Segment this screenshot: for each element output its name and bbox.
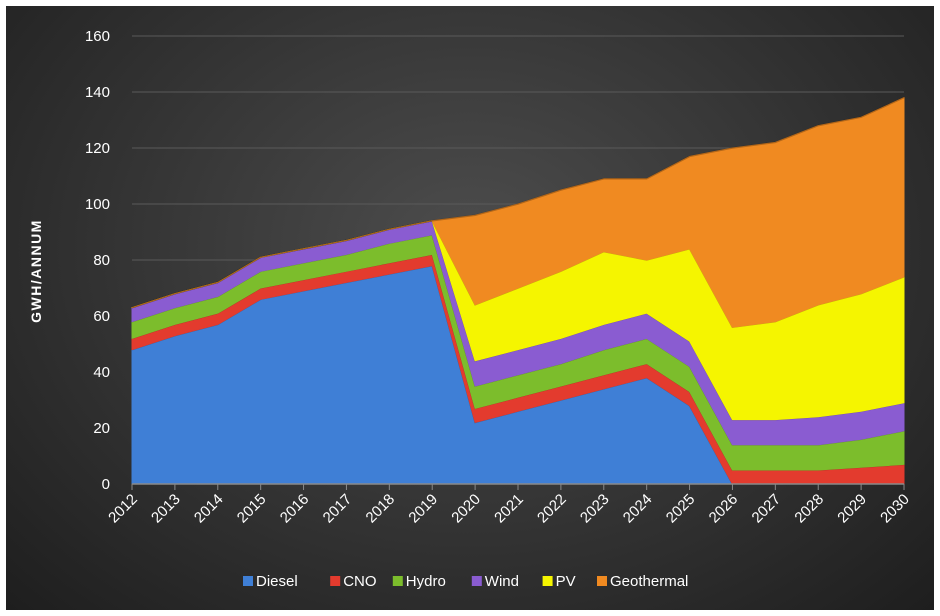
legend-label-hydro: Hydro	[406, 573, 446, 590]
x-tick-label: 2030	[877, 491, 913, 527]
area-layer	[131, 96, 905, 485]
chart-frame: 0 20 40 60 80 100 120 140 160 2012 2013 2014 2015 201…	[6, 6, 934, 610]
x-tick-label: 2015	[234, 491, 270, 527]
legend-label-geothermal: Geothermal	[610, 573, 688, 590]
legend-swatch-geothermal	[597, 576, 607, 586]
x-tick-label: 2014	[191, 491, 227, 527]
series-area-geothermal	[131, 97, 905, 328]
legend: Diesel CNO Hydro Wind PV Geothermal	[243, 573, 688, 590]
x-tick-label: 2028	[791, 491, 827, 527]
legend-swatch-pv	[542, 576, 553, 586]
legend-label-pv: PV	[556, 573, 576, 590]
x-tick-label: 2024	[620, 491, 656, 527]
y-tick-label: 140	[85, 84, 110, 101]
x-tick-label: 2019	[405, 491, 441, 527]
y-tick-label: 60	[93, 308, 110, 325]
y-tick-label: 160	[85, 28, 110, 45]
x-tick-label: 2025	[663, 491, 699, 527]
legend-swatch-wind	[471, 576, 482, 586]
x-tick-label: 2017	[320, 491, 356, 527]
x-tick-label: 2018	[363, 491, 399, 527]
x-tick-label: 2013	[148, 491, 184, 527]
x-tick-label: 2023	[577, 491, 613, 527]
y-tick-label: 80	[93, 252, 110, 269]
x-tick-label: 2022	[534, 491, 570, 527]
y-tick-label: 0	[102, 476, 110, 493]
series-edge-geothermal	[131, 96, 905, 309]
y-tick-label: 120	[85, 140, 110, 157]
x-tick-label: 2026	[706, 491, 742, 527]
legend-label-cno: CNO	[343, 573, 376, 590]
x-tick-label: 2016	[277, 491, 313, 527]
x-tick-label: 2029	[834, 491, 870, 527]
x-tick-label: 2021	[491, 491, 527, 527]
x-tick-label: 2020	[448, 491, 484, 527]
y-tick-label: 100	[85, 196, 110, 213]
legend-label-wind: Wind	[485, 573, 519, 590]
legend-swatch-hydro	[392, 576, 403, 586]
y-axis-title: GWH/ANNUM	[28, 219, 44, 323]
legend-label-diesel: Diesel	[256, 573, 298, 590]
x-tick-label: 2027	[749, 491, 785, 527]
x-tick-label: 2012	[105, 491, 141, 527]
legend-swatch-cno	[330, 576, 341, 586]
legend-swatch-diesel	[243, 576, 253, 586]
y-tick-label: 20	[93, 420, 110, 437]
y-tick-label: 40	[93, 364, 110, 381]
